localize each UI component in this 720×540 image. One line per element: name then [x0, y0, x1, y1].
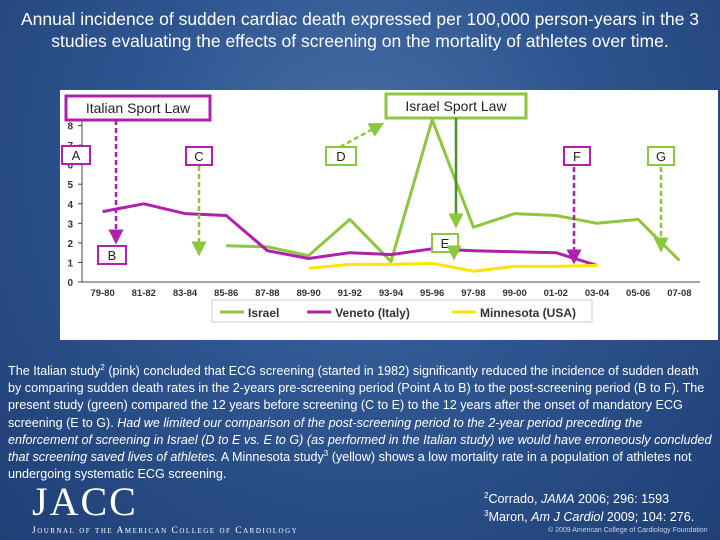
point-label-G: G — [656, 149, 666, 164]
reference-2-journal: Am J Cardiol — [531, 510, 604, 524]
point-box-C — [185, 146, 213, 166]
x-tick-label: 99-00 — [502, 288, 526, 299]
legend-label-2: Minnesota (USA) — [480, 306, 576, 320]
series-line-2 — [308, 261, 598, 273]
x-tick-label: 01-02 — [544, 288, 568, 299]
caption-part4: (yellow) shows a low mortality rate in a… — [8, 450, 692, 482]
caption-part1: The Italian study — [8, 364, 101, 378]
annotation-arrow-2 — [339, 122, 385, 149]
incidence-line-chart: 012345678979-8081-8283-8485-8687-8889-90… — [61, 92, 700, 323]
jacc-logo-subtitle: Journal of the American College of Cardi… — [32, 526, 299, 536]
jacc-logo-main: JACC — [32, 479, 138, 524]
x-tick-label: 89-90 — [296, 288, 320, 299]
copyright-notice: © 2009 American College of Cardiology Fo… — [548, 527, 708, 534]
series-line-1 — [102, 202, 598, 267]
caption-ref-3: 3 — [323, 448, 329, 458]
references: 2Corrado, JAMA 2006; 296: 1593 3Maron, A… — [484, 490, 694, 526]
law-label-1: Israel Sport Law — [405, 98, 507, 114]
law-label-0: Italian Sport Law — [86, 100, 191, 116]
slide-caption: The Italian study2 (pink) concluded that… — [8, 363, 712, 483]
reference-1-num: 2 — [484, 490, 489, 500]
x-tick-label: 95-96 — [420, 288, 444, 299]
x-tick-label: 91-92 — [338, 288, 362, 299]
point-label-E: E — [441, 236, 450, 251]
point-label-B: B — [108, 248, 117, 263]
slide-title: Annual incidence of sudden cardiac death… — [20, 9, 700, 51]
y-tick-label: 3 — [67, 219, 73, 230]
reference-2-num: 3 — [484, 508, 489, 518]
reference-1-author: Corrado, — [488, 492, 541, 506]
caption-part3: A Minnesota study — [218, 450, 324, 465]
x-tick-label: 85-86 — [214, 288, 238, 299]
series-line-0 — [226, 118, 681, 263]
point-label-D: D — [336, 149, 345, 164]
x-tick-label: 07-08 — [667, 288, 691, 299]
reference-2-citation: 2009; 104: 276. — [603, 510, 695, 524]
point-box-B — [97, 245, 127, 265]
y-tick-label: 8 — [67, 122, 73, 133]
reference-2-author: Maron, — [488, 510, 532, 524]
y-tick-label: 2 — [67, 239, 73, 250]
caption-part2: (pink) concluded that ECG screening (sta… — [8, 364, 705, 430]
law-box-0 — [64, 94, 212, 122]
reference-2: 3Maron, Am J Cardiol 2009; 104: 276. — [484, 508, 694, 526]
y-tick-label: 4 — [67, 200, 73, 211]
legend-label-0: Israel — [248, 306, 279, 320]
point-box-F — [563, 146, 591, 166]
y-tick-label: 5 — [67, 180, 73, 191]
reference-1-citation: 2006; 296: 1593 — [574, 492, 670, 506]
point-box-A — [61, 145, 91, 165]
point-label-C: C — [194, 149, 203, 164]
x-tick-label: 97-98 — [461, 288, 485, 299]
caption-italic: Had we limited our comparison of the pos… — [8, 415, 712, 465]
y-tick-label: 1 — [67, 258, 73, 269]
x-tick-label: 79-80 — [90, 288, 114, 299]
point-label-A: A — [72, 148, 81, 163]
chart-panel: 012345678979-8081-8283-8485-8687-8889-90… — [60, 90, 718, 340]
x-tick-label: 03-04 — [585, 288, 610, 299]
x-tick-label: 83-84 — [173, 288, 198, 299]
legend-label-1: Veneto (Italy) — [335, 306, 410, 320]
jacc-logo: JACC Journal of the American College of … — [32, 479, 299, 537]
y-tick-label: 6 — [67, 161, 73, 172]
x-tick-label: 81-82 — [132, 288, 156, 299]
point-box-G — [647, 146, 675, 166]
y-tick-label: 0 — [67, 278, 73, 289]
point-label-F: F — [573, 149, 581, 164]
reference-1-journal: JAMA — [540, 492, 575, 506]
caption-ref-2: 2 — [100, 362, 105, 372]
x-tick-label: 05-06 — [626, 288, 650, 299]
legend-box — [211, 299, 593, 323]
x-tick-label: 87-88 — [255, 288, 279, 299]
reference-1: 2Corrado, JAMA 2006; 296: 1593 — [484, 490, 694, 508]
x-tick-label: 93-94 — [379, 288, 404, 299]
